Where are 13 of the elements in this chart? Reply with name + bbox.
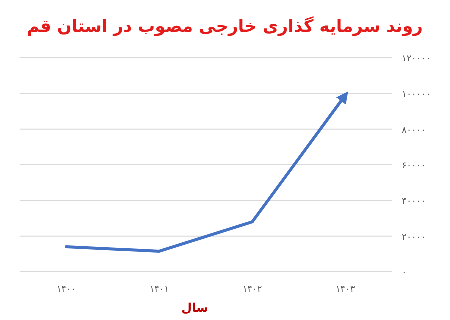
x-axis-title: سال <box>182 301 208 315</box>
x-tick-label: ۱۴۰۳ <box>336 285 356 295</box>
y-tick-label: ۰ <box>402 268 407 278</box>
x-tick-label: ۱۴۰۱ <box>150 285 170 295</box>
x-tick-label: ۱۴۰۲ <box>242 285 262 295</box>
y-tick-label: ۴۰۰۰۰ <box>402 197 426 208</box>
x-tick-label: ۱۴۰۰ <box>56 285 76 295</box>
y-tick-label: ۸۰۰۰۰ <box>402 126 426 136</box>
y-tick-label: ۲۰۰۰۰ <box>402 232 426 243</box>
y-tick-label: ۱۰۰۰۰۰ <box>402 90 432 100</box>
chart-title: روند سرمایه گذاری خارجی مصوب در استان قم <box>26 16 424 37</box>
y-tick-label: ۱۲۰۰۰۰ <box>402 54 432 64</box>
y-tick-label: ۶۰۰۰۰ <box>402 162 426 172</box>
